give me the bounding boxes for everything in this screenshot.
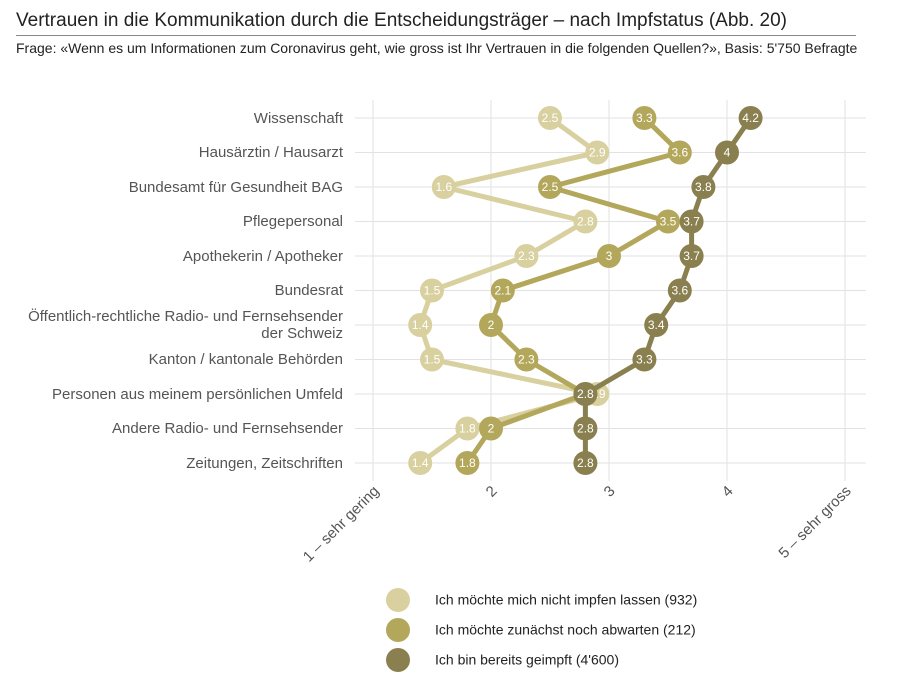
legend-swatch bbox=[386, 648, 410, 672]
chart-subtitle: Frage: «Wenn es um Informationen zum Cor… bbox=[16, 40, 858, 56]
dot bbox=[408, 313, 433, 337]
data-label: 2.1 bbox=[494, 284, 511, 298]
data-label: 3.5 bbox=[660, 215, 677, 229]
dot bbox=[420, 278, 444, 303]
dot bbox=[408, 451, 433, 475]
y-tick-label: Andere Radio- und Fernsehsender bbox=[112, 420, 343, 437]
data-label: 1.8 bbox=[459, 422, 476, 436]
data-label: 3.7 bbox=[683, 215, 700, 229]
data-label: 1.5 bbox=[424, 353, 441, 367]
dot bbox=[679, 209, 704, 234]
dot bbox=[455, 451, 480, 475]
dot bbox=[585, 140, 610, 165]
dot bbox=[667, 278, 692, 303]
dot bbox=[573, 451, 598, 475]
dot bbox=[431, 175, 456, 199]
dot bbox=[479, 416, 503, 441]
y-tick-label: Hausärztin / Hausarzt bbox=[198, 144, 343, 161]
data-label: 3.6 bbox=[671, 284, 688, 298]
dot bbox=[479, 313, 503, 337]
x-tick-label: 1 – sehr gering bbox=[300, 483, 383, 566]
dot bbox=[538, 175, 562, 199]
y-tick-label: Kanton / kantonale Behörden bbox=[148, 351, 343, 368]
data-label: 2.5 bbox=[542, 111, 559, 125]
x-tick-label: 4 bbox=[719, 483, 737, 501]
data-label: 2.5 bbox=[542, 180, 559, 194]
dot bbox=[573, 416, 598, 441]
x-tick-label: 2 bbox=[483, 483, 501, 501]
data-label: 3.4 bbox=[648, 318, 665, 332]
dot bbox=[514, 347, 539, 372]
dot bbox=[644, 313, 669, 337]
y-tick-label: Apothekerin / Apotheker bbox=[182, 247, 343, 265]
y-tick-label: Wissenschaft bbox=[253, 109, 343, 127]
dot bbox=[455, 416, 480, 441]
dot bbox=[738, 106, 763, 130]
y-tick-label: Zeitungen, Zeitschriften bbox=[186, 454, 343, 472]
legend-swatch bbox=[386, 588, 410, 612]
data-label: 3.3 bbox=[636, 111, 653, 125]
dot bbox=[632, 106, 657, 130]
data-label: 2.9 bbox=[589, 146, 606, 160]
data-label: 4 bbox=[724, 146, 731, 160]
legend-label: Ich möchte mich nicht impfen lassen (932… bbox=[435, 592, 697, 608]
y-tick-label: Bundesamt für Gesundheit BAG bbox=[128, 178, 343, 196]
data-label: 2.8 bbox=[577, 215, 594, 229]
dot bbox=[679, 244, 704, 268]
data-label: 1.4 bbox=[412, 318, 429, 332]
data-label: 3.7 bbox=[683, 249, 700, 263]
dot bbox=[632, 347, 657, 372]
data-label: 3.3 bbox=[636, 353, 653, 367]
data-label: 2 bbox=[488, 318, 495, 332]
dot bbox=[573, 209, 598, 234]
dot bbox=[691, 175, 716, 199]
dot bbox=[538, 106, 562, 130]
y-tick-label: Pflegepersonal bbox=[242, 213, 343, 230]
data-label: 2.8 bbox=[577, 387, 594, 401]
dot bbox=[420, 347, 444, 372]
x-tick-label: 5 – sehr gross bbox=[775, 483, 854, 562]
data-label: 2.8 bbox=[577, 422, 594, 436]
data-label: 4.2 bbox=[742, 111, 759, 125]
legend-label: Ich möchte zunächst noch abwarten (212) bbox=[435, 622, 696, 638]
data-label: 2.3 bbox=[518, 353, 535, 367]
legend-swatch bbox=[386, 618, 410, 642]
data-label: 2.8 bbox=[577, 456, 594, 470]
y-tick-label: Öffentlich-rechtliche Radio- und Fernseh… bbox=[28, 308, 343, 342]
x-tick-label: 3 bbox=[601, 483, 619, 501]
data-label: 2.3 bbox=[518, 249, 535, 263]
legend-label: Ich bin bereits geimpft (4'600) bbox=[435, 652, 619, 668]
dot bbox=[715, 140, 739, 165]
chart-title: Vertrauen in die Kommunikation durch die… bbox=[16, 10, 856, 36]
data-label: 1.4 bbox=[412, 456, 429, 470]
dot bbox=[597, 244, 621, 268]
data-label: 3 bbox=[606, 249, 613, 263]
data-label: 1.5 bbox=[424, 284, 441, 298]
data-label: 1.8 bbox=[459, 456, 476, 470]
dot bbox=[490, 278, 515, 303]
dot bbox=[514, 244, 539, 268]
data-label: 2 bbox=[488, 422, 495, 436]
data-label: 1.6 bbox=[435, 180, 452, 194]
dot bbox=[573, 382, 598, 406]
y-tick-label: Bundesrat bbox=[274, 282, 343, 299]
y-tick-label: Personen aus meinem persönlichen Umfeld bbox=[52, 385, 343, 403]
dot bbox=[667, 140, 692, 165]
data-label: 3.6 bbox=[671, 146, 688, 160]
dot bbox=[656, 209, 680, 234]
data-label: 3.8 bbox=[695, 180, 712, 194]
